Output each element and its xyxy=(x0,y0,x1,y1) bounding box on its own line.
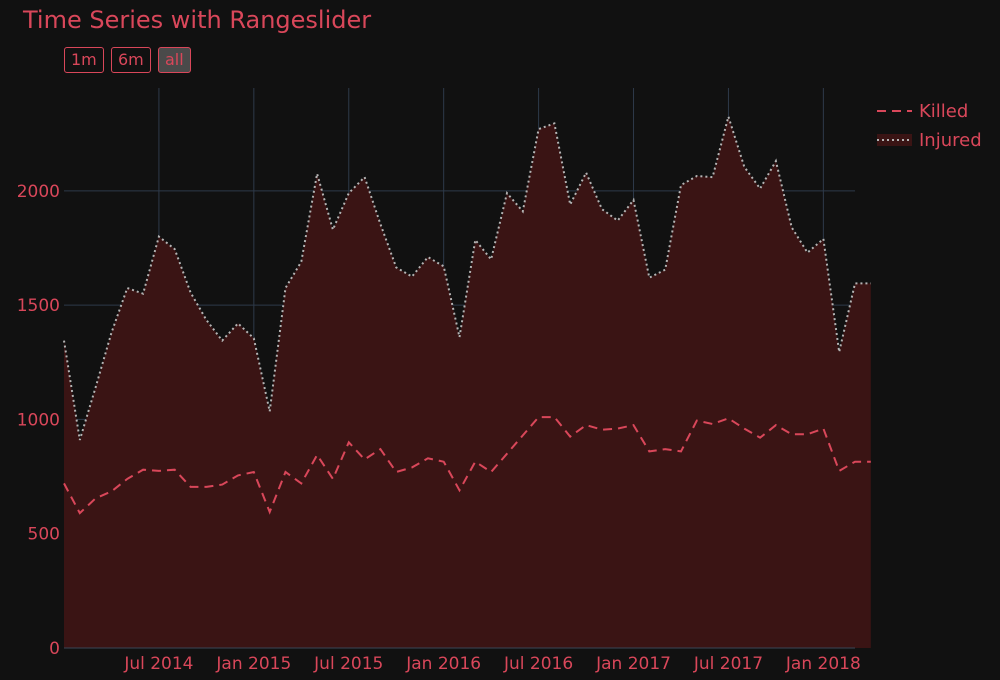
x-tick-label-3: Jan 2016 xyxy=(405,654,481,674)
y-tick-label-0: 0 xyxy=(49,639,60,659)
range-button-1m[interactable]: 1m xyxy=(64,47,104,73)
y-tick-label-3: 1500 xyxy=(17,296,60,316)
x-tick-label-7: Jan 2018 xyxy=(785,654,861,674)
legend-label-injured[interactable]: Injured xyxy=(919,130,982,151)
series-line-injured[interactable] xyxy=(63,112,871,441)
y-tick-label-4: 2000 xyxy=(17,182,60,202)
y-tick-label-2: 1000 xyxy=(17,410,60,430)
x-tick-label-4: Jul 2016 xyxy=(503,654,573,674)
area-fills xyxy=(64,116,871,649)
legend-swatch-fill-injured xyxy=(877,134,912,146)
chart-title: Time Series with Rangeslider xyxy=(23,6,372,34)
range-button-all[interactable]: all xyxy=(158,47,191,73)
legend[interactable]: Killed Injured xyxy=(877,101,982,151)
series-lines xyxy=(63,112,871,515)
x-tick-label-2: Jul 2015 xyxy=(313,654,383,674)
x-tick-label-5: Jan 2017 xyxy=(595,654,671,674)
x-tick-label-0: Jul 2014 xyxy=(123,654,193,674)
y-tick-label-1: 500 xyxy=(28,525,60,545)
axes: 0 500 1000 1500 2000 Jul 2014 Jan 2015 Jul 2015… xyxy=(17,182,861,674)
area-fill-injured xyxy=(64,116,871,649)
legend-label-killed[interactable]: Killed xyxy=(919,101,968,122)
x-tick-label-1: Jan 2015 xyxy=(215,654,291,674)
series-line-killed[interactable] xyxy=(63,416,871,515)
range-button-6m[interactable]: 6m xyxy=(111,47,151,73)
x-tick-label-6: Jul 2017 xyxy=(693,654,763,674)
